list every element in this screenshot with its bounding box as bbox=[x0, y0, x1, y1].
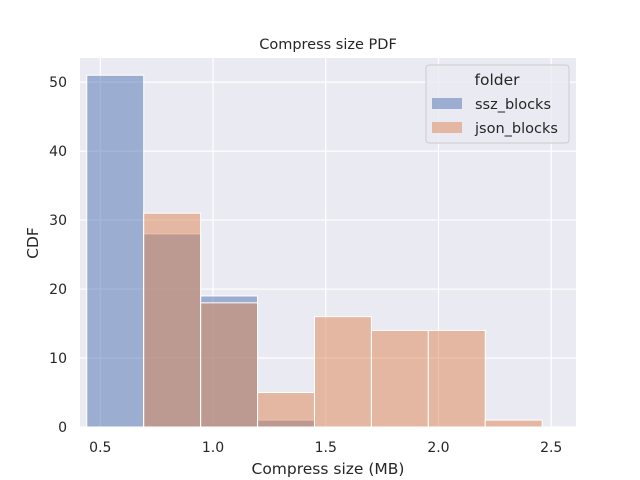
chart-title: Compress size PDF bbox=[259, 37, 397, 53]
legend-label-ssz-blocks: ssz_blocks bbox=[475, 97, 551, 113]
bar-json-blocks-6 bbox=[427, 329, 486, 428]
x-axis-label: Compress size (MB) bbox=[252, 460, 405, 478]
bars bbox=[86, 74, 543, 428]
y-tick-label: 0 bbox=[58, 420, 67, 436]
bar-json-blocks-3 bbox=[257, 392, 315, 428]
y-tick-label: 50 bbox=[49, 75, 67, 91]
bar-ssz-blocks-0 bbox=[86, 74, 145, 428]
legend-swatch-json-blocks bbox=[432, 122, 462, 133]
x-tick-label: 1.0 bbox=[202, 440, 224, 456]
legend-swatch-ssz-blocks bbox=[432, 98, 462, 109]
bar-json-blocks-4 bbox=[313, 316, 372, 428]
y-tick-label: 30 bbox=[49, 213, 67, 229]
x-tick-label: 2.0 bbox=[427, 440, 449, 456]
bar-json-blocks-5 bbox=[370, 329, 429, 428]
y-tick-labels: 0 10 20 30 40 50 bbox=[49, 75, 67, 436]
y-tick-label: 40 bbox=[49, 144, 67, 160]
y-tick-label: 20 bbox=[49, 282, 67, 298]
legend-title: folder bbox=[475, 71, 521, 89]
x-tick-labels: 0.5 1.0 1.5 2.0 2.5 bbox=[89, 440, 562, 456]
y-axis-label: CDF bbox=[24, 227, 42, 259]
bar-json-blocks-7 bbox=[484, 419, 543, 428]
x-tick-label: 0.5 bbox=[89, 440, 111, 456]
bar-json-blocks-2 bbox=[200, 302, 259, 428]
bar-json-blocks-1 bbox=[143, 212, 202, 428]
legend-label-json-blocks: json_blocks bbox=[474, 121, 558, 137]
x-tick-label: 2.5 bbox=[540, 440, 562, 456]
x-tick-label: 1.5 bbox=[315, 440, 337, 456]
legend: folder ssz_blocks json_blocks bbox=[425, 64, 570, 144]
y-tick-label: 10 bbox=[49, 351, 67, 367]
